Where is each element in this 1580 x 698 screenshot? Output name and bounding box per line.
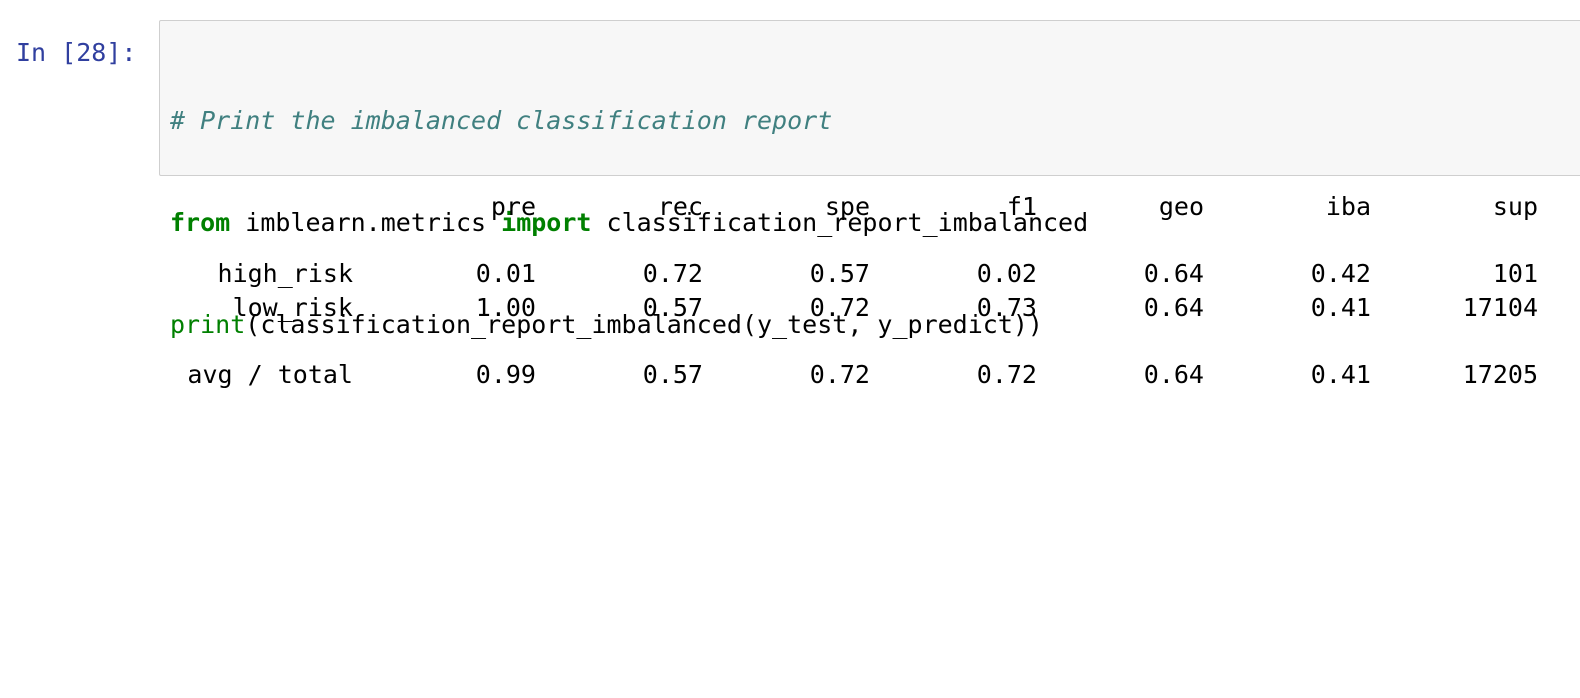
blank-row bbox=[170, 325, 1550, 358]
value-sup: 17205 bbox=[1371, 358, 1538, 392]
header-f1: f1 bbox=[870, 190, 1037, 224]
header-iba: iba bbox=[1204, 190, 1371, 224]
code-cell-input[interactable]: # Print the imbalanced classification re… bbox=[159, 20, 1580, 176]
value-iba: 0.41 bbox=[1204, 358, 1371, 392]
value-geo: 0.64 bbox=[1037, 257, 1204, 291]
value-spe: 0.72 bbox=[703, 291, 870, 325]
value-rec: 0.72 bbox=[536, 257, 703, 291]
value-iba: 0.41 bbox=[1204, 291, 1371, 325]
cell-output: pre rec spe f1 geo iba sup high_risk 0.0… bbox=[170, 190, 1550, 392]
report-header-row: pre rec spe f1 geo iba sup bbox=[170, 190, 1550, 224]
header-geo: geo bbox=[1037, 190, 1204, 224]
cell-prompt: In [28]: bbox=[16, 36, 136, 70]
header-spe: spe bbox=[703, 190, 870, 224]
code-line-1: # Print the imbalanced classification re… bbox=[170, 104, 1088, 138]
value-f1: 0.73 bbox=[870, 291, 1037, 325]
report-row-total: avg / total 0.99 0.57 0.72 0.72 0.64 0.4… bbox=[170, 358, 1550, 392]
value-f1: 0.02 bbox=[870, 257, 1037, 291]
blank-row bbox=[170, 224, 1550, 257]
report-row-high-risk: high_risk 0.01 0.72 0.57 0.02 0.64 0.42 … bbox=[170, 257, 1550, 291]
row-label: avg / total bbox=[170, 358, 353, 392]
header-pre: pre bbox=[353, 190, 536, 224]
value-rec: 0.57 bbox=[536, 358, 703, 392]
value-geo: 0.64 bbox=[1037, 291, 1204, 325]
value-iba: 0.42 bbox=[1204, 257, 1371, 291]
header-sup: sup bbox=[1371, 190, 1538, 224]
value-spe: 0.72 bbox=[703, 358, 870, 392]
value-pre: 0.99 bbox=[353, 358, 536, 392]
code-comment: # Print the imbalanced classification re… bbox=[170, 106, 832, 135]
row-label: high_risk bbox=[170, 257, 353, 291]
header-rec: rec bbox=[536, 190, 703, 224]
value-rec: 0.57 bbox=[536, 291, 703, 325]
value-pre: 0.01 bbox=[353, 257, 536, 291]
report-row-low-risk: low_risk 1.00 0.57 0.72 0.73 0.64 0.41 1… bbox=[170, 291, 1550, 325]
row-label: low_risk bbox=[170, 291, 353, 325]
value-sup: 101 bbox=[1371, 257, 1538, 291]
value-pre: 1.00 bbox=[353, 291, 536, 325]
value-geo: 0.64 bbox=[1037, 358, 1204, 392]
value-sup: 17104 bbox=[1371, 291, 1538, 325]
value-f1: 0.72 bbox=[870, 358, 1037, 392]
value-spe: 0.57 bbox=[703, 257, 870, 291]
